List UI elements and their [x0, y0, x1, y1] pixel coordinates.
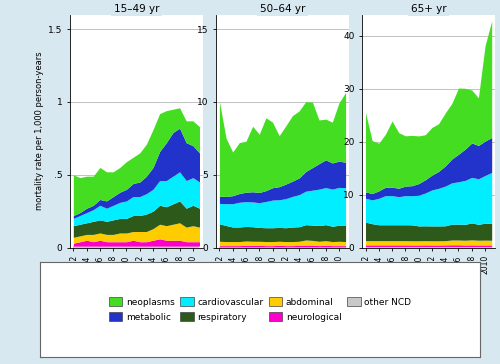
Title: 50–64 yr: 50–64 yr	[260, 4, 305, 14]
Title: 15–49 yr: 15–49 yr	[114, 4, 159, 14]
Y-axis label: mortality rate per 1,000 person-years: mortality rate per 1,000 person-years	[35, 52, 44, 210]
Title: 65+ yr: 65+ yr	[411, 4, 446, 14]
Legend: neoplasms, metabolic, cardiovascular, respiratory, abdominal, neurological, othe: neoplasms, metabolic, cardiovascular, re…	[105, 294, 415, 325]
X-axis label: Year of death: Year of death	[250, 300, 314, 309]
